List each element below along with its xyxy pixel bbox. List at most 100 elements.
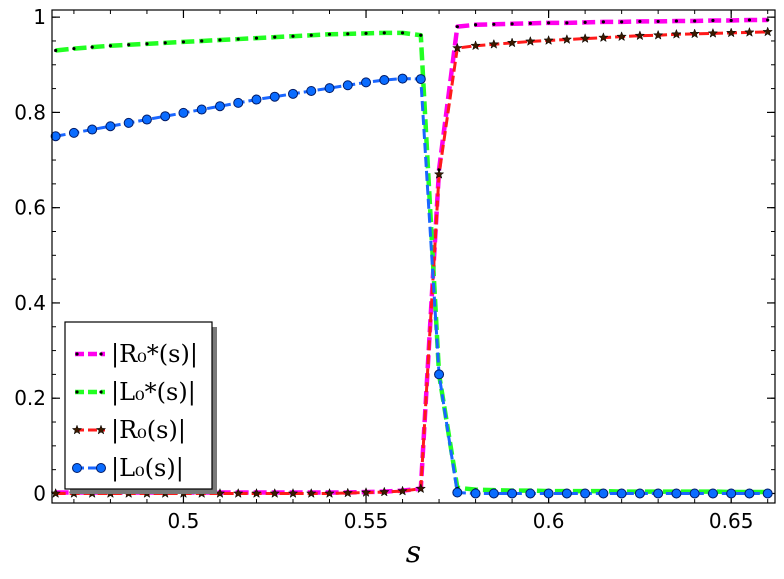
series-1-point	[766, 18, 770, 22]
series-3-point	[360, 487, 372, 497]
legend-label: |R₀*(s)|	[111, 340, 198, 369]
series-1-point	[674, 19, 679, 23]
series-3-point	[379, 486, 390, 497]
series-2-point	[400, 31, 405, 35]
series-2-point	[273, 35, 277, 39]
series-2-point	[254, 36, 259, 40]
series-3-point	[725, 27, 737, 38]
series-3-point	[269, 487, 280, 498]
series-2-point	[346, 32, 350, 36]
x-axis-title: s	[406, 535, 421, 570]
series-3-point	[324, 487, 335, 498]
series-3-point	[397, 485, 408, 496]
series-4-point	[507, 488, 518, 499]
series-3-point	[433, 168, 445, 179]
series-4-point	[306, 85, 317, 96]
series-4-point	[452, 487, 463, 498]
series-4-point	[269, 91, 280, 102]
series-2-point	[127, 43, 131, 47]
series-4-point	[68, 127, 79, 138]
series-4-point	[707, 488, 718, 499]
series-3-point	[616, 31, 627, 42]
legend-label: |L₀(s)|	[111, 454, 184, 483]
series-2-point	[163, 41, 167, 45]
series-4-point	[598, 488, 609, 499]
series-4-point	[616, 488, 627, 499]
y-tick-label: 0	[33, 481, 46, 505]
series-3-point	[232, 487, 244, 498]
series-4-point	[324, 83, 335, 94]
x-tick-label: 0.5	[168, 509, 200, 533]
series-4-point	[379, 75, 390, 86]
x-tick-label: 0.65	[709, 509, 754, 533]
x-tick-label: 0.55	[344, 509, 389, 533]
series-3-point	[561, 34, 573, 45]
series-4-point	[634, 488, 645, 499]
series-2-point	[291, 34, 295, 38]
series-2-point	[108, 44, 113, 48]
series-1-point	[528, 21, 532, 25]
series-3-point	[762, 26, 773, 37]
series-4-point	[251, 94, 262, 105]
series-4-point	[160, 111, 171, 122]
series-4-point	[488, 488, 499, 499]
series-2-point	[382, 31, 386, 35]
series-4-point	[726, 488, 737, 499]
y-tick-label: 0.6	[14, 196, 46, 220]
series-4-point	[50, 131, 61, 142]
legend-marker	[99, 352, 103, 356]
series-4-point	[288, 88, 298, 99]
legend-marker	[75, 390, 79, 394]
legend-marker	[96, 463, 106, 473]
series-3-point	[689, 28, 700, 39]
series-1-point	[547, 21, 551, 25]
series-4-point	[141, 114, 152, 125]
series-2-point	[309, 33, 313, 37]
series-4	[50, 73, 773, 499]
series-4-point	[653, 488, 664, 499]
series-4-point	[87, 124, 98, 135]
legend-box	[64, 321, 213, 490]
series-1-point	[656, 19, 660, 24]
series-4-point	[397, 73, 408, 84]
series-2-point	[90, 45, 94, 49]
y-tick-label: 1	[33, 5, 46, 29]
series-3-point	[652, 29, 664, 40]
series-4-line	[55, 77, 768, 495]
series-2-point	[419, 33, 423, 37]
series-2-point	[364, 31, 368, 35]
series-1-point	[620, 20, 624, 24]
series-4-point	[434, 369, 445, 380]
series-3-point	[470, 40, 481, 51]
series-2-point	[200, 39, 204, 43]
series-3-point	[543, 34, 554, 45]
series-3-point	[579, 33, 591, 44]
series-3-point	[744, 26, 755, 37]
series-4-point	[762, 488, 773, 499]
series-3-point	[452, 42, 463, 53]
series-3-point	[415, 483, 427, 494]
series-4-point	[561, 488, 572, 499]
series-1-point	[729, 18, 733, 23]
series-2-point	[236, 37, 240, 41]
series-2-point	[218, 38, 222, 42]
series-1-point	[492, 22, 496, 26]
legend: |R₀*(s)| |L₀*(s)| |R₀(s)| |L₀(s)|	[64, 321, 217, 494]
tick-labels: 0.5 0.55 0.6 0.65 0 0.2 0.4 0.6 0.8 1	[14, 5, 753, 533]
series-1-point	[565, 21, 569, 25]
series-4-point	[744, 488, 755, 499]
series-1-point	[601, 20, 605, 24]
series-2-point	[327, 32, 332, 36]
legend-marker	[99, 390, 103, 394]
series-2-line	[55, 30, 768, 495]
series-3-point	[598, 32, 609, 43]
series-4-point	[671, 488, 682, 499]
series-2-point	[72, 46, 76, 51]
series-4-point	[415, 74, 426, 85]
legend-marker	[72, 463, 82, 473]
legend-label: |L₀*(s)|	[111, 378, 196, 407]
series-1-point	[693, 19, 697, 23]
series-1-point	[473, 23, 478, 27]
series-4-point	[470, 488, 481, 499]
